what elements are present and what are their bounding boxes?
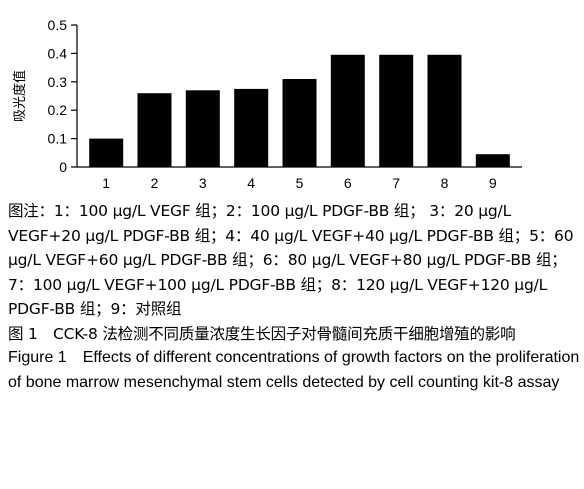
figure-caption: 图注：1：100 μg/L VEGF 组；2：100 μg/L PDGF-BB …	[8, 199, 580, 395]
y-tick-label: 0.1	[48, 131, 68, 147]
x-tick-label-3: 3	[199, 175, 207, 191]
bar-chart: 0 0.1 0.2 0.3 0.4 0.5 1 2 3 4 5 6 7 8 9 吸光度值	[12, 17, 522, 191]
bar-9	[475, 154, 510, 167]
figure-title-en: Figure 1 Effects of different concentrat…	[8, 349, 580, 391]
x-tick-label-9: 9	[489, 175, 497, 191]
bar-5	[282, 79, 317, 167]
y-tick-label: 0	[59, 159, 67, 175]
y-tick-label: 0.4	[48, 45, 68, 61]
x-tick-label-8: 8	[441, 175, 449, 191]
figure-note: 图注：1：100 μg/L VEGF 组；2：100 μg/L PDGF-BB …	[8, 202, 574, 318]
bar-6	[330, 54, 365, 167]
bar-2	[137, 93, 172, 167]
x-tick-label-5: 5	[296, 175, 304, 191]
x-tick-label-4: 4	[247, 175, 255, 191]
x-tick-label-7: 7	[392, 175, 400, 191]
bar-8	[427, 54, 462, 167]
y-tick-label: 0.5	[48, 17, 68, 33]
bars-group	[89, 54, 510, 167]
x-tick-label-2: 2	[151, 175, 159, 191]
x-tick-label-1: 1	[102, 175, 110, 191]
figure-title-cn: 图 1 CCK-8 法检测不同质量浓度生长因子对骨髓间充质干细胞增殖的影响	[8, 324, 516, 343]
x-ticks-group: 1 2 3 4 5 6 7 8 9	[102, 175, 497, 191]
y-ticks-group: 0 0.1 0.2 0.3 0.4 0.5	[48, 17, 77, 175]
x-tick-label-6: 6	[344, 175, 352, 191]
y-tick-label: 0.2	[48, 102, 68, 118]
bar-3	[185, 90, 220, 167]
bar-1	[89, 138, 124, 167]
y-tick-label: 0.3	[48, 74, 68, 90]
y-axis-label: 吸光度值	[12, 70, 28, 122]
bar-7	[379, 54, 414, 167]
bar-4	[234, 88, 269, 167]
